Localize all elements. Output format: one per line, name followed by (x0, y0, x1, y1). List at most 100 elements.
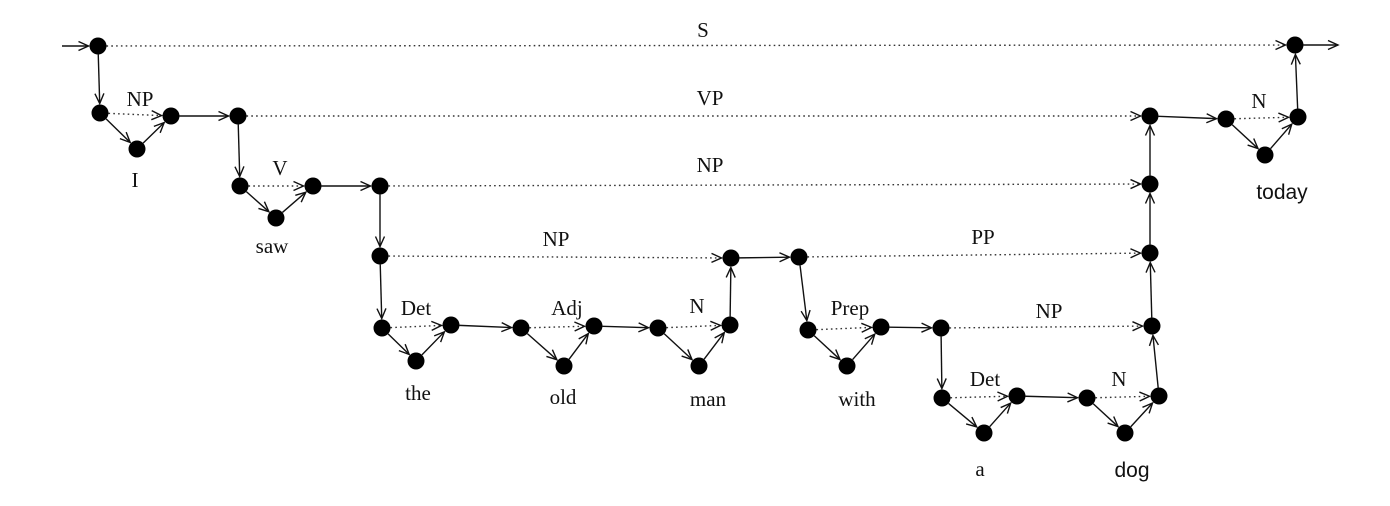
edge-det-to-n-dog (1025, 395, 1078, 399)
edge-prep-with (816, 326, 872, 331)
labels-layer: S VP NP NP PP NP NP V Det Adj N Prep Det… (127, 18, 1309, 482)
label-np-object: NP (697, 153, 724, 177)
edge-saw-to-v-end (281, 191, 307, 213)
node-n1 (690, 357, 708, 375)
node-g0 (1078, 389, 1096, 407)
edge-np-dog-to-det (940, 336, 943, 389)
node-d2 (442, 316, 460, 334)
edge-adj-to-n-arrowhead (638, 322, 651, 333)
edge-np-dog (949, 325, 1143, 329)
node-a0 (512, 319, 530, 337)
edge-i-to-np-end (142, 122, 165, 144)
node-v0 (231, 177, 249, 195)
edge-adj-to-old (526, 333, 558, 361)
edge-with-to-prep-end-arrowhead (864, 332, 876, 345)
edge-vp-to-v (237, 124, 241, 177)
node-pp0 (790, 248, 808, 266)
node-t0 (1217, 110, 1235, 128)
node-a2 (585, 317, 603, 335)
word-old: old (550, 385, 577, 409)
edge-det-to-n-dog-arrowhead (1067, 392, 1080, 403)
edge-det-to-the-arrowhead (398, 343, 411, 356)
edge-np-to-i (105, 118, 131, 143)
node-p1 (838, 357, 856, 375)
edge-i-to-np-end-arrowhead (153, 121, 166, 134)
node-e0 (933, 389, 951, 407)
node-v1 (267, 209, 285, 227)
node-s0 (89, 37, 107, 55)
edge-vp-arrowhead (1130, 110, 1143, 122)
node-nm1 (722, 249, 740, 267)
edge-s (106, 44, 1286, 47)
node-g1 (1116, 424, 1134, 442)
edge-np-dog-to-pp-end (1149, 262, 1153, 318)
edge-s-to-np (97, 54, 101, 104)
edge-np-to-vp-arrowhead (218, 110, 231, 122)
edge-n-today-arrowhead (1278, 112, 1291, 123)
edges-layer (62, 39, 1340, 429)
node-np1 (128, 140, 146, 158)
edge-np-to-np-man-arrowhead (374, 236, 386, 249)
edge-np-man-to-pp-arrowhead (779, 252, 792, 263)
edge-v-to-np-arrowhead (360, 180, 373, 192)
node-s1 (1286, 36, 1304, 54)
word-man: man (690, 387, 727, 411)
edge-pp-to-prep (799, 265, 808, 321)
node-nm0 (371, 247, 389, 265)
edge-n-dog-arrowhead (1139, 391, 1152, 402)
edge-man-to-n-end (703, 332, 725, 360)
edge-a-to-det-end (989, 402, 1012, 428)
node-nd0 (932, 319, 950, 337)
edge-with-to-prep-end (852, 333, 876, 361)
node-n0 (649, 319, 667, 337)
label-v-saw: V (272, 156, 287, 180)
edge-det-to-the (387, 333, 410, 355)
edge-vp-to-n-today (1158, 115, 1217, 120)
edge-prep-to-np-dog (889, 326, 932, 329)
edge-n-man (666, 324, 721, 329)
edge-today-to-n-end (1270, 123, 1293, 150)
label-np-dog: NP (1036, 299, 1063, 323)
edge-adj-to-old-arrowhead (546, 349, 559, 361)
nodes-layer (89, 36, 1307, 442)
edge-adj-old (529, 325, 585, 329)
edge-np-man-to-pp (739, 256, 790, 259)
edge-n-today-to-s-end (1294, 54, 1299, 109)
edge-s-arrowhead (1275, 39, 1288, 51)
word-a: a (975, 457, 985, 481)
label-np-i: NP (127, 87, 154, 111)
node-nq1 (1141, 175, 1159, 193)
edge-the-to-det-end (421, 331, 445, 356)
edge-pp-arrowhead (1130, 248, 1143, 259)
word-i: I (132, 168, 139, 192)
edge-n-to-man (663, 333, 693, 361)
edge-old-to-adj-end-arrowhead (578, 332, 590, 345)
label-prep-with: Prep (831, 296, 870, 320)
edge-np-man-arrowhead (711, 252, 724, 264)
edge-n-to-dog-arrowhead (1107, 416, 1120, 428)
edge-vp-to-n-today-arrowhead (1206, 113, 1219, 124)
label-det-a: Det (970, 367, 1000, 391)
node-nd1 (1143, 317, 1161, 335)
edge-saw-to-v-end-arrowhead (295, 191, 308, 203)
edge-n-to-np-man-end-arrowhead (725, 265, 736, 278)
edge-n-today (1234, 116, 1289, 120)
edge-v-to-saw (245, 191, 270, 213)
word-today: today (1256, 181, 1308, 204)
edge-n-to-today-arrowhead (1247, 138, 1260, 150)
edge-dog-to-n-end (1130, 402, 1154, 428)
edge-np-object-arrowhead (1130, 178, 1143, 190)
edge-v-to-saw-arrowhead (258, 201, 271, 213)
node-n2 (721, 316, 739, 334)
edge-today-to-n-end-arrowhead (1281, 122, 1293, 135)
edge-det-to-a (948, 402, 978, 428)
label-s: S (697, 18, 709, 42)
label-n-dog: N (1111, 367, 1126, 391)
node-g2 (1150, 387, 1168, 405)
word-the: the (405, 381, 431, 405)
node-vp0 (229, 107, 247, 125)
edge-n-dog-to-np-end-arrowhead (1148, 333, 1160, 347)
edge-np-object-to-vp-end-arrowhead (1144, 123, 1156, 136)
label-pp: PP (971, 225, 994, 249)
